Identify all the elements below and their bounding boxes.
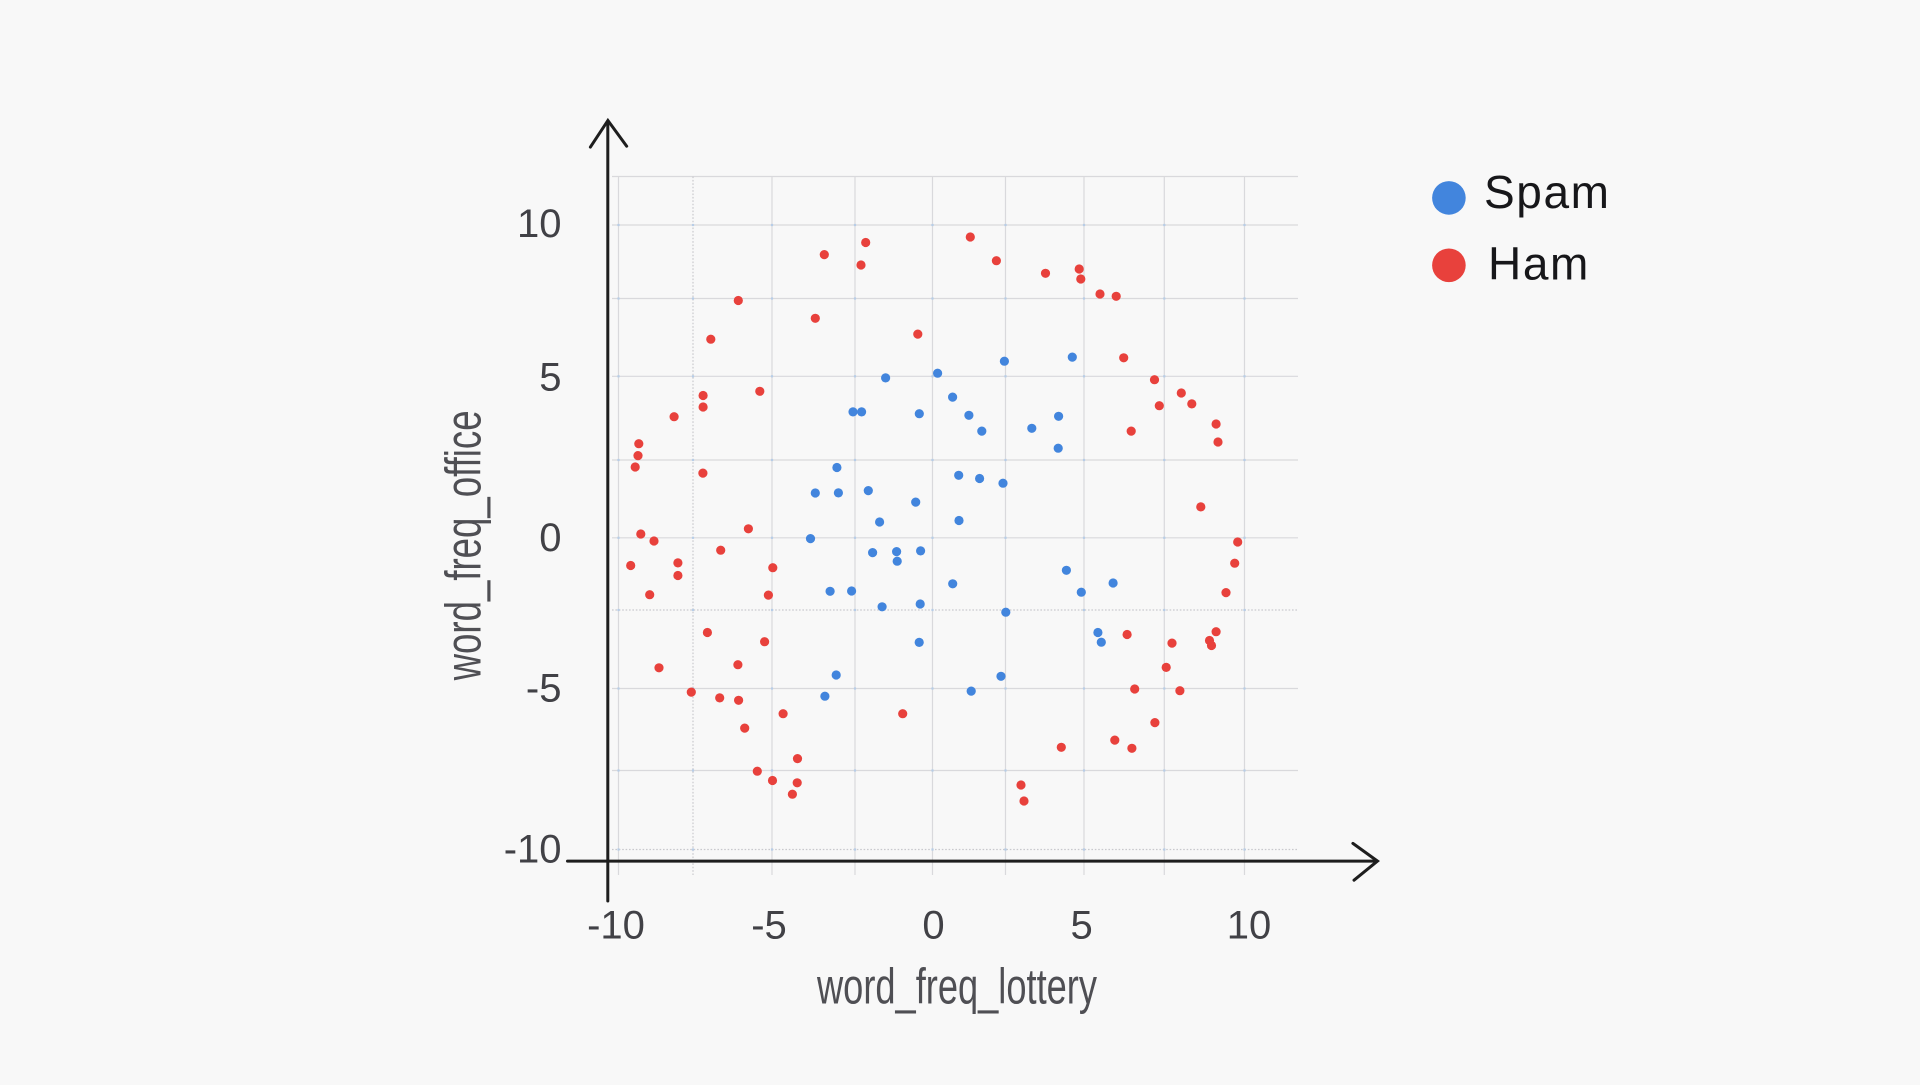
- svg-text:-5: -5: [751, 904, 787, 948]
- svg-text:word_freq_office: word_freq_office: [436, 410, 492, 681]
- svg-text:-10: -10: [504, 828, 562, 872]
- svg-text:-5: -5: [526, 667, 562, 711]
- svg-text:Ham: Ham: [1488, 237, 1590, 289]
- svg-text:word_freq_lottery: word_freq_lottery: [816, 958, 1097, 1014]
- svg-text:Spam: Spam: [1484, 166, 1611, 218]
- svg-text:5: 5: [1070, 904, 1092, 948]
- svg-text:10: 10: [1227, 904, 1272, 948]
- svg-text:0: 0: [922, 904, 944, 948]
- svg-text:0: 0: [539, 516, 561, 560]
- svg-text:-10: -10: [587, 904, 645, 948]
- svg-text:10: 10: [517, 202, 562, 246]
- svg-text:5: 5: [539, 355, 561, 399]
